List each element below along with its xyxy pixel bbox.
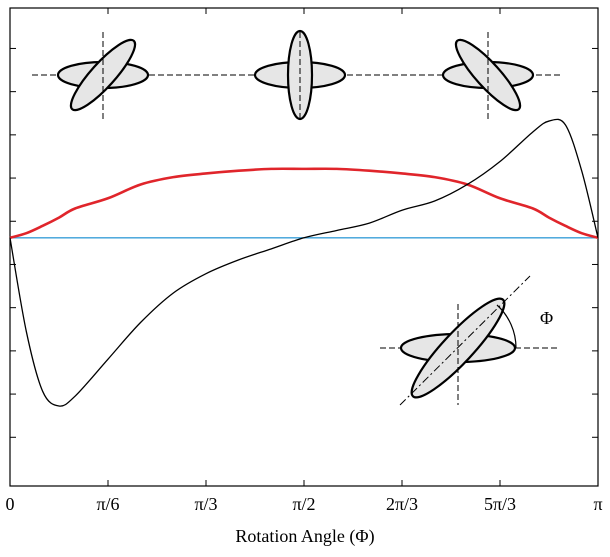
angle-label: Φ [540, 308, 553, 328]
x-tick-label: π/2 [292, 494, 315, 514]
x-tick-label: 5π/3 [484, 494, 516, 514]
angle-arc [496, 304, 517, 349]
series-line [9, 167, 599, 240]
x-tick-label: π/6 [96, 494, 119, 514]
x-tick-label: π/3 [194, 494, 217, 514]
series-line [9, 118, 599, 407]
axis-line [399, 275, 531, 406]
x-tick-label: 2π/3 [386, 494, 418, 514]
x-tick-label: π [593, 494, 602, 514]
ellipse [69, 38, 137, 112]
x-tick-label: 0 [6, 494, 15, 514]
orientation-sketches: Φ [32, 29, 560, 406]
ellipse [454, 38, 522, 112]
x-axis-label: Rotation Angle (Φ) [235, 526, 374, 547]
